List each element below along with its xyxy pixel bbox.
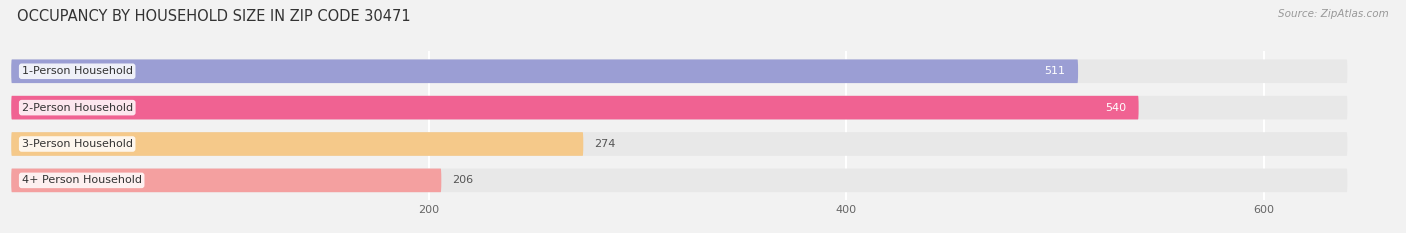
Text: 540: 540	[1105, 103, 1126, 113]
FancyBboxPatch shape	[11, 96, 1139, 120]
FancyBboxPatch shape	[11, 132, 1347, 156]
FancyBboxPatch shape	[11, 168, 441, 192]
FancyBboxPatch shape	[11, 168, 1347, 192]
Text: OCCUPANCY BY HOUSEHOLD SIZE IN ZIP CODE 30471: OCCUPANCY BY HOUSEHOLD SIZE IN ZIP CODE …	[17, 9, 411, 24]
FancyBboxPatch shape	[11, 59, 1078, 83]
Text: 4+ Person Household: 4+ Person Household	[21, 175, 142, 185]
FancyBboxPatch shape	[11, 59, 1347, 83]
FancyBboxPatch shape	[11, 132, 583, 156]
Text: 274: 274	[593, 139, 614, 149]
FancyBboxPatch shape	[11, 96, 1347, 120]
Text: 206: 206	[451, 175, 472, 185]
Text: 2-Person Household: 2-Person Household	[21, 103, 132, 113]
Text: Source: ZipAtlas.com: Source: ZipAtlas.com	[1278, 9, 1389, 19]
Text: 3-Person Household: 3-Person Household	[21, 139, 132, 149]
Text: 511: 511	[1045, 66, 1066, 76]
Text: 1-Person Household: 1-Person Household	[21, 66, 132, 76]
